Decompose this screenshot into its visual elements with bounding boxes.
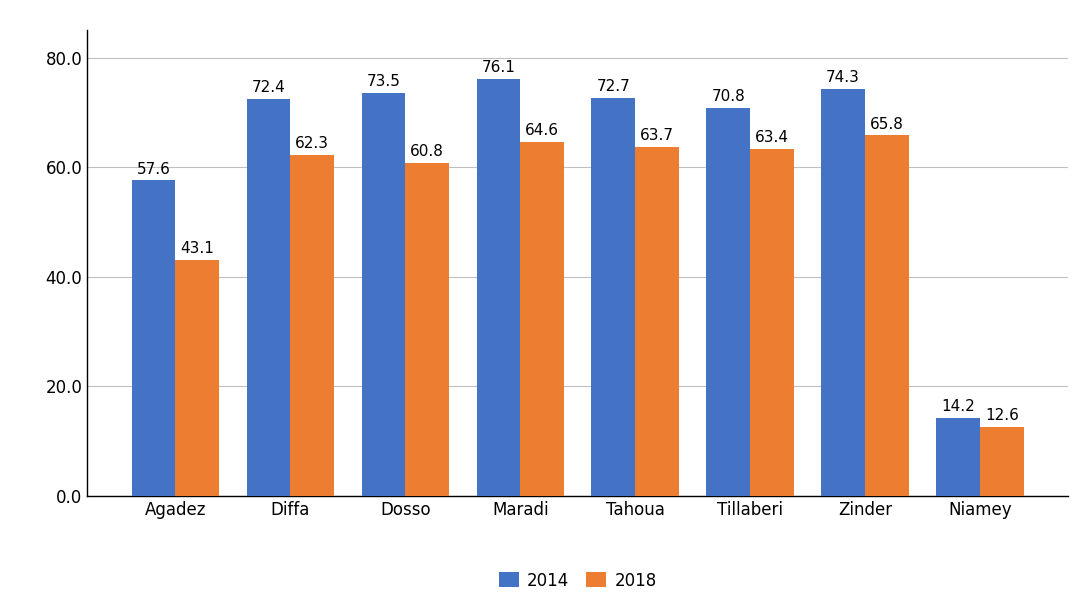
Text: 72.7: 72.7 (596, 79, 630, 94)
Bar (706, 108, 750, 496)
Bar (980, 427, 1024, 496)
Text: 72.4: 72.4 (252, 80, 286, 96)
Bar (405, 163, 449, 496)
Bar (132, 180, 175, 496)
Text: 43.1: 43.1 (180, 241, 215, 256)
Text: 73.5: 73.5 (366, 74, 400, 90)
Bar (246, 99, 290, 496)
Bar (290, 155, 334, 496)
Bar (592, 97, 635, 496)
Text: 70.8: 70.8 (712, 90, 746, 104)
Text: 76.1: 76.1 (482, 60, 516, 75)
Text: 65.8: 65.8 (870, 117, 904, 132)
Bar (635, 147, 679, 496)
Legend: 2014, 2018: 2014, 2018 (492, 565, 664, 597)
Bar (865, 136, 909, 496)
Text: 63.7: 63.7 (640, 128, 674, 143)
Bar (520, 142, 564, 496)
Text: 60.8: 60.8 (410, 144, 444, 159)
Bar (822, 89, 865, 496)
Bar (936, 418, 980, 496)
Text: 14.2: 14.2 (942, 399, 974, 414)
Text: 57.6: 57.6 (136, 162, 170, 177)
Bar (750, 149, 794, 496)
Text: 74.3: 74.3 (826, 70, 860, 85)
Text: 63.4: 63.4 (755, 130, 789, 145)
Bar (175, 260, 219, 496)
Text: 64.6: 64.6 (525, 123, 559, 138)
Text: 12.6: 12.6 (985, 408, 1019, 423)
Text: 62.3: 62.3 (295, 136, 329, 151)
Bar (476, 79, 520, 496)
Bar (362, 93, 405, 496)
